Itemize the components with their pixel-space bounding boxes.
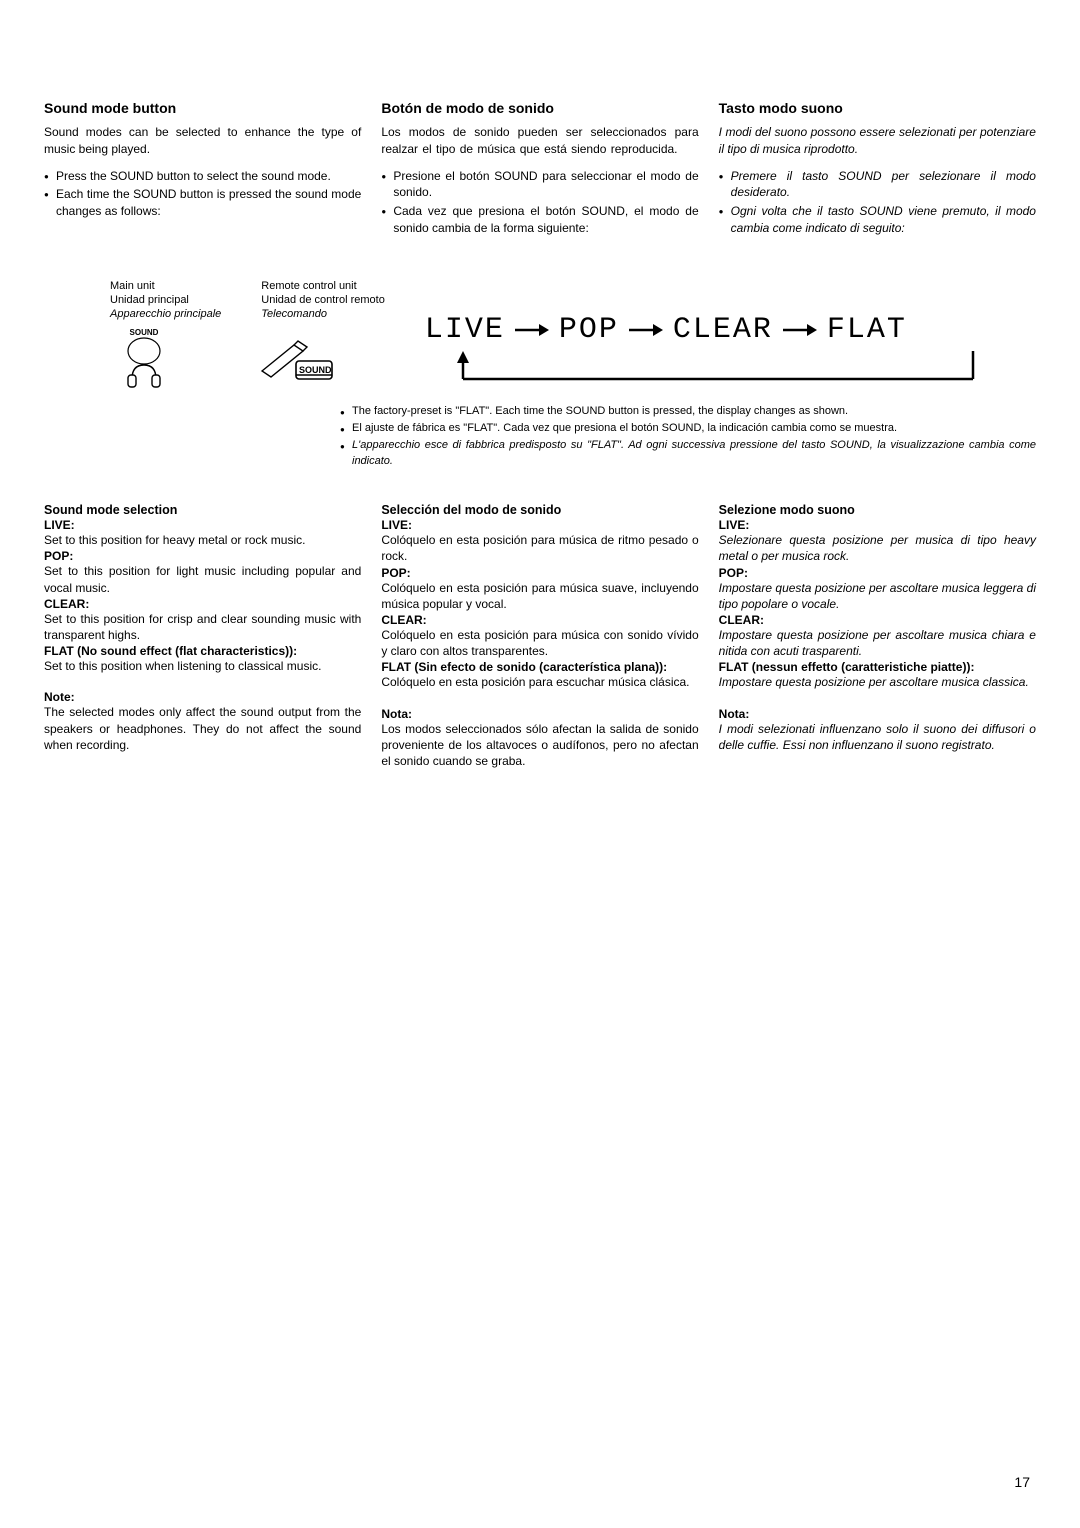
flat-es: Colóquelo en esta posición para escuchar… — [381, 674, 698, 690]
pop-h-es: POP: — [381, 566, 698, 580]
pop-es: Colóquelo en esta posición para música s… — [381, 580, 698, 612]
bullet-en-1: Press the SOUND button to select the sou… — [44, 168, 361, 185]
remote-unit-labels: Remote control unit Unidad de control re… — [261, 279, 385, 322]
bullet-it-1: Premere il tasto SOUND per selezionare i… — [719, 168, 1036, 202]
note-h-it: Nota: — [719, 707, 1036, 721]
unit-labels-wrap: Main unit Unidad principal Apparecchio p… — [44, 279, 385, 394]
intro-es: Los modos de sonido pueden ser seleccion… — [381, 124, 698, 158]
remote-unit-it: Telecomando — [261, 307, 385, 321]
sel-col-es: Selección del modo de sonido LIVE: Colóq… — [381, 503, 698, 769]
bullet-es-1: Presione el botón SOUND para seleccionar… — [381, 168, 698, 202]
loop-arrow-icon — [453, 351, 983, 387]
live-h-es: LIVE: — [381, 518, 698, 532]
remote-unit-es: Unidad de control remoto — [261, 293, 385, 307]
intro-en: Sound modes can be selected to enhance t… — [44, 124, 361, 158]
bullets-it: Premere il tasto SOUND per selezionare i… — [719, 168, 1036, 237]
pop-h-it: POP: — [719, 566, 1036, 580]
intro-it: I modi del suono possono essere selezion… — [719, 124, 1036, 158]
arrow-icon — [629, 323, 663, 337]
page-number: 17 — [1014, 1474, 1030, 1490]
sel-title-it: Selezione modo suono — [719, 503, 1036, 517]
factory-notes: The factory-preset is "FLAT". Each time … — [340, 404, 1036, 470]
note-h-es: Nota: — [381, 707, 698, 721]
mode-flow: LIVE POP CLEAR FLAT — [425, 313, 1036, 347]
live-h-en: LIVE: — [44, 518, 361, 532]
note-en: The selected modes only affect the sound… — [44, 704, 361, 753]
note-h-en: Note: — [44, 690, 361, 704]
mode-flat: FLAT — [827, 313, 907, 347]
clear-en: Set to this position for crisp and clear… — [44, 611, 361, 643]
bullets-en: Press the SOUND button to select the sou… — [44, 168, 361, 220]
button-icons: SOUND SOUND — [44, 328, 385, 394]
factory-note-it: L'apparecchio esce di fabbrica predispos… — [340, 438, 1036, 469]
title-es: Botón de modo de sonido — [381, 100, 698, 116]
flat-h-es: FLAT (Sin efecto de sonido (característi… — [381, 660, 698, 674]
live-h-it: LIVE: — [719, 518, 1036, 532]
factory-note-es: El ajuste de fábrica es "FLAT". Cada vez… — [340, 421, 1036, 436]
flat-h-it: FLAT (nessun effetto (caratteristiche pi… — [719, 660, 1036, 674]
arrow-icon — [515, 323, 549, 337]
main-unit-en: Main unit — [110, 279, 221, 293]
main-unit-es: Unidad principal — [110, 293, 221, 307]
flat-en: Set to this position when listening to c… — [44, 658, 361, 674]
main-unit-labels: Main unit Unidad principal Apparecchio p… — [110, 279, 221, 322]
pop-en: Set to this position for light music inc… — [44, 563, 361, 595]
sound-label-remote: SOUND — [299, 365, 332, 375]
clear-h-en: CLEAR: — [44, 597, 361, 611]
sel-title-es: Selección del modo de sonido — [381, 503, 698, 517]
bullet-it-2: Ogni volta che il tasto SOUND viene prem… — [719, 203, 1036, 237]
col-spanish: Botón de modo de sonido Los modos de son… — [381, 100, 698, 239]
sel-col-it: Selezione modo suono LIVE: Selezionare q… — [719, 503, 1036, 769]
bullet-es-2: Cada vez que presiona el botón SOUND, el… — [381, 203, 698, 237]
main-unit-it: Apparecchio principale — [110, 307, 221, 321]
factory-note-en: The factory-preset is "FLAT". Each time … — [340, 404, 1036, 419]
main-unit-icon: SOUND — [122, 328, 166, 394]
live-en: Set to this position for heavy metal or … — [44, 532, 361, 548]
pop-h-en: POP: — [44, 549, 361, 563]
clear-h-es: CLEAR: — [381, 613, 698, 627]
note-it: I modi selezionati influenzano solo il s… — [719, 721, 1036, 753]
remote-icon: SOUND — [258, 333, 336, 394]
title-en: Sound mode button — [44, 100, 361, 116]
mode-live: LIVE — [425, 313, 505, 347]
live-es: Colóquelo en esta posición para música d… — [381, 532, 698, 564]
pop-it: Impostare questa posizione per ascoltare… — [719, 580, 1036, 612]
arrow-icon — [783, 323, 817, 337]
bullet-en-2: Each time the SOUND button is pressed th… — [44, 186, 361, 220]
diagram-section: Main unit Unidad principal Apparecchio p… — [44, 279, 1036, 394]
col-english: Sound mode button Sound modes can be sel… — [44, 100, 361, 239]
sound-label-main: SOUND — [122, 328, 166, 337]
note-es: Los modos seleccionados sólo afectan la … — [381, 721, 698, 770]
headphone-button-icon — [122, 337, 166, 389]
selection-section: Sound mode selection LIVE: Set to this p… — [44, 503, 1036, 769]
clear-it: Impostare questa posizione per ascoltare… — [719, 627, 1036, 659]
sel-col-en: Sound mode selection LIVE: Set to this p… — [44, 503, 361, 769]
flat-h-en: FLAT (No sound effect (flat characterist… — [44, 644, 361, 658]
remote-button-icon: SOUND — [258, 333, 336, 389]
mode-clear: CLEAR — [673, 313, 773, 347]
mode-flow-diagram: LIVE POP CLEAR FLAT — [415, 279, 1036, 392]
clear-es: Colóquelo en esta posición para música c… — [381, 627, 698, 659]
mode-pop: POP — [559, 313, 619, 347]
clear-h-it: CLEAR: — [719, 613, 1036, 627]
title-it: Tasto modo suono — [719, 100, 1036, 116]
bullets-es: Presione el botón SOUND para seleccionar… — [381, 168, 698, 237]
sel-title-en: Sound mode selection — [44, 503, 361, 517]
col-italian: Tasto modo suono I modi del suono posson… — [719, 100, 1036, 239]
top-section: Sound mode button Sound modes can be sel… — [44, 100, 1036, 239]
remote-unit-en: Remote control unit — [261, 279, 385, 293]
flat-it: Impostare questa posizione per ascoltare… — [719, 674, 1036, 690]
live-it: Selezionare questa posizione per musica … — [719, 532, 1036, 564]
